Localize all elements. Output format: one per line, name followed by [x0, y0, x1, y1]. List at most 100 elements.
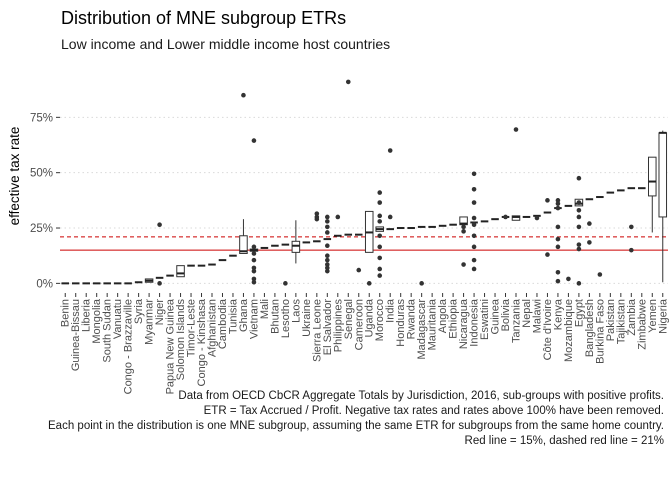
x-tick-label: Liberia: [81, 298, 93, 332]
x-tick-label: India: [385, 298, 397, 323]
x-tick-label: Senegal: [343, 299, 355, 339]
x-tick-label: Côte d'Ivoire: [542, 299, 554, 360]
box-group: [501, 214, 510, 220]
outlier-point: [513, 127, 519, 132]
outlier-point: [241, 92, 246, 98]
x-tick-label: Nepal: [521, 299, 533, 328]
x-tick-label: Mongolia: [91, 298, 103, 344]
x-tick-label: South Sudan: [102, 299, 114, 363]
box-group: [144, 278, 154, 283]
x-tick-label: Malawi: [531, 299, 543, 333]
x-tick-label: Guinea-Bissau: [70, 299, 82, 371]
x-tick-label: Tunisia: [227, 298, 239, 334]
box: [658, 132, 668, 218]
outlier-point: [377, 273, 383, 278]
x-tick-label: Syria: [133, 298, 145, 324]
outlier-point: [314, 211, 320, 216]
x-tick-label: Timor-Leste: [186, 299, 198, 357]
x-tick-label: El Salvador: [322, 299, 334, 356]
outlier-point: [377, 255, 383, 261]
outlier-point: [555, 201, 561, 206]
outlier-point: [461, 224, 466, 230]
outlier-point: [545, 252, 550, 257]
x-tick-label: Zambia: [626, 298, 638, 336]
outlier-point: [461, 262, 466, 267]
box-group: [386, 148, 394, 231]
box-group: [155, 222, 164, 286]
outlier-point: [325, 268, 330, 274]
chart-title: Distribution of MNE subgroup ETRs: [61, 8, 347, 28]
x-tick-label: Angola: [437, 298, 449, 333]
plot-marks: [61, 79, 668, 286]
outlier-point: [251, 276, 257, 282]
outlier-point: [377, 233, 383, 239]
outlier-point: [587, 221, 592, 226]
outlier-point: [576, 281, 582, 286]
outlier-point: [471, 200, 477, 205]
box: [648, 156, 657, 197]
outlier-point: [251, 268, 257, 274]
x-tick-label: Ghana: [238, 298, 250, 332]
x-tick-label: Honduras: [395, 299, 407, 347]
outlier-point: [566, 276, 571, 282]
outlier-point: [325, 230, 330, 235]
outlier-point: [471, 222, 477, 227]
outlier-point: [251, 138, 257, 143]
outlier-point: [471, 257, 477, 263]
outlier-point: [377, 266, 383, 272]
outlier-point: [461, 229, 466, 234]
box-group: [313, 211, 321, 243]
outlier-point: [387, 148, 393, 153]
caption-line: Data from OECD CbCR Aggregate Totals by …: [178, 390, 664, 402]
outlier-point: [555, 224, 561, 230]
outlier-point: [377, 244, 383, 250]
outlier-point: [377, 213, 383, 219]
box-group: [323, 214, 332, 274]
outlier-point: [576, 208, 582, 213]
box-group: [627, 187, 636, 253]
box-group: [249, 138, 259, 285]
y-tick-label: 50%: [30, 168, 53, 180]
y-axis: 0% 25% 50% 75%: [30, 112, 60, 290]
outlier-point: [325, 243, 330, 249]
x-tick-label: Bangladesh: [584, 299, 596, 357]
outlier-point: [325, 253, 330, 258]
x-tick-label: Bolivia: [500, 298, 512, 331]
x-tick-label: Tajikistan: [615, 299, 627, 344]
box-group: [239, 92, 248, 254]
x-tick-label: Mozambique: [563, 299, 575, 362]
box: [176, 265, 185, 278]
outlier-point: [576, 214, 582, 220]
outlier-point: [555, 244, 561, 250]
x-tick-label: Papua New Guinea: [165, 298, 177, 394]
x-tick-label: Congo - Kinshasa: [196, 298, 208, 386]
x-tick-label: Vietnam: [248, 299, 260, 339]
outlier-point: [325, 262, 330, 267]
outlier-point: [576, 175, 582, 181]
y-tick-label: 75%: [30, 112, 53, 124]
x-tick-label: Sierra Leone: [311, 299, 323, 362]
y-tick-label: 25%: [30, 223, 53, 235]
outlier-point: [471, 186, 477, 192]
box-group: [658, 130, 668, 283]
outlier-point: [366, 281, 372, 286]
outlier-point: [251, 244, 257, 250]
outlier-point: [325, 224, 330, 230]
outlier-point: [629, 247, 634, 253]
box-group: [364, 210, 374, 286]
x-tick-label: Philippines: [332, 299, 344, 353]
outlier-point: [335, 214, 341, 220]
outlier-point: [545, 198, 550, 203]
box-group: [585, 198, 594, 245]
x-tick-label: Kenya: [552, 298, 564, 330]
outlier-point: [576, 224, 582, 230]
x-tick-label: Madagascar: [416, 299, 428, 360]
outlier-point: [283, 281, 288, 286]
x-tick-label: Mauritania: [427, 298, 439, 350]
x-tick-label: Ethiopia: [448, 298, 460, 339]
outlier-point: [503, 214, 508, 220]
box-group: [648, 156, 657, 233]
x-tick-label: Cambodia: [217, 298, 229, 349]
outlier-point: [587, 240, 592, 245]
